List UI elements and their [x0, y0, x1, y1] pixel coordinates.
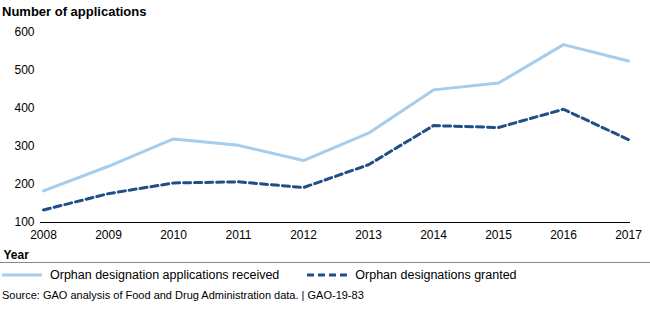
svg-text:200: 200 — [14, 177, 34, 191]
html-text:Orphan designations granted: Orphan designations granted — [355, 268, 517, 282]
svg-text:2012: 2012 — [290, 228, 317, 242]
svg-text:2011: 2011 — [226, 228, 252, 242]
svg-text:2017: 2017 — [615, 228, 642, 242]
html-text:Orphan designation application: Orphan designation applications received — [50, 268, 280, 282]
svg-text:600: 600 — [14, 25, 34, 39]
svg-text:2009: 2009 — [95, 228, 122, 242]
html-text:Number of applications: Number of applications — [2, 4, 147, 19]
svg-text:2016: 2016 — [550, 228, 577, 242]
svg-text:2013: 2013 — [355, 228, 382, 242]
svg-text:2010: 2010 — [160, 228, 187, 242]
svg-text:Year: Year — [4, 248, 30, 262]
svg-text:2015: 2015 — [485, 228, 512, 242]
svg-text:300: 300 — [14, 139, 34, 153]
html-text:Source: GAO analysis of Food a: Source: GAO analysis of Food and Drug Ad… — [2, 289, 364, 301]
svg-text:2008: 2008 — [30, 228, 57, 242]
svg-text:100: 100 — [14, 215, 35, 230]
svg-text:2014: 2014 — [420, 228, 447, 242]
svg-text:400: 400 — [14, 101, 34, 115]
svg-text:500: 500 — [14, 63, 34, 77]
